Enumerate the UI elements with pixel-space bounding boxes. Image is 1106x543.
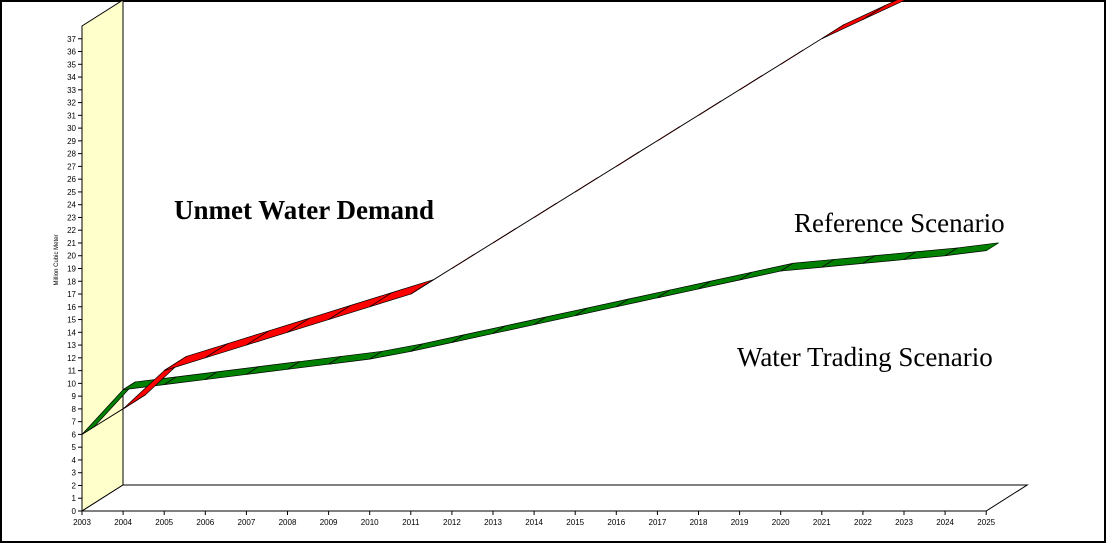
y-tick-label: 9 — [72, 392, 77, 401]
y-tick-label: 11 — [68, 367, 77, 376]
y-tick-label: 21 — [67, 239, 76, 248]
floor — [80, 484, 1029, 512]
y-tick-label: 0 — [72, 507, 77, 516]
series-1 — [81, 242, 999, 435]
x-tick-label: 2003 — [73, 518, 91, 527]
x-tick-label: 2007 — [238, 518, 256, 527]
x-tick-label: 2021 — [813, 518, 831, 527]
y-tick-label: 16 — [67, 303, 76, 312]
y-tick-label: 25 — [67, 188, 76, 197]
x-tick-label: 2023 — [895, 518, 913, 527]
y-tick-label: 8 — [72, 405, 77, 414]
x-tick-label: 2005 — [155, 518, 173, 527]
x-tick-label: 2012 — [443, 518, 461, 527]
x-tick-label: 2016 — [607, 518, 625, 527]
x-tick-label: 2018 — [690, 518, 708, 527]
y-tick-label: 23 — [67, 213, 76, 222]
x-tick-label: 2013 — [484, 518, 502, 527]
x-tick-label: 2004 — [114, 518, 132, 527]
y-tick-label: 32 — [67, 99, 76, 108]
y-tick-label: 20 — [67, 252, 76, 261]
y-tick-label: 22 — [67, 226, 76, 235]
x-tick-label: 2015 — [566, 518, 584, 527]
x-tick-label: 2008 — [279, 518, 297, 527]
y-tick-label: 14 — [67, 328, 76, 337]
y-tick-label: 3 — [72, 469, 77, 478]
y-tick-label: 27 — [67, 162, 76, 171]
y-tick-label: 6 — [72, 430, 77, 439]
y-tick-label: 7 — [72, 418, 77, 427]
series-0 — [81, 0, 906, 435]
x-tick-label: 2006 — [196, 518, 214, 527]
series-label-reference: Reference Scenario — [794, 208, 1005, 238]
y-tick-label: 17 — [67, 290, 76, 299]
y-tick-label: 10 — [67, 379, 76, 388]
x-tick-label: 2024 — [936, 518, 954, 527]
x-tick-label: 2022 — [854, 518, 872, 527]
y-tick-label: 33 — [67, 86, 76, 95]
y-tick-label: 1 — [72, 494, 77, 503]
y-tick-label: 2 — [72, 481, 77, 490]
y-tick-label: 35 — [67, 60, 76, 69]
x-tick-label: 2019 — [731, 518, 749, 527]
y-tick-label: 36 — [67, 48, 76, 57]
series-label-water-trading: Water Trading Scenario — [737, 342, 993, 372]
y-tick-label: 15 — [67, 316, 76, 325]
side-wall — [81, 0, 124, 512]
x-tick-label: 2011 — [402, 518, 420, 527]
x-tick-label: 2014 — [525, 518, 543, 527]
y-tick-label: 19 — [67, 265, 76, 274]
y-tick-label: 31 — [67, 111, 76, 120]
x-tick-label: 2017 — [649, 518, 667, 527]
y-tick-label: 18 — [67, 277, 76, 286]
x-tick-label: 2010 — [361, 518, 379, 527]
y-tick-label: 13 — [67, 341, 76, 350]
series-layer — [81, 0, 999, 435]
y-tick-label: 29 — [67, 137, 76, 146]
y-tick-label: 30 — [67, 124, 76, 133]
ribbon-segment — [862, 0, 906, 20]
y-tick-label: 12 — [67, 354, 76, 363]
ribbon-edge — [985, 242, 999, 252]
y-axis-label: Million Cubic Meter — [54, 234, 60, 285]
y-tick-label: 4 — [72, 456, 77, 465]
y-tick-label: 24 — [67, 201, 76, 210]
y-tick-label: 34 — [67, 73, 76, 82]
x-axis: 2003 2004 2005 2006 2007 2008 2009 2010 2011 2012… — [73, 510, 996, 527]
x-tick-label: 2020 — [772, 518, 790, 527]
y-tick-label: 26 — [67, 175, 76, 184]
x-tick-label: 2009 — [320, 518, 338, 527]
y-tick-label: 28 — [67, 150, 76, 159]
chart-title: Unmet Water Demand — [174, 195, 434, 225]
x-tick-label: 2025 — [977, 518, 995, 527]
chart-walls — [80, 0, 1029, 512]
y-tick-label: 37 — [67, 35, 76, 44]
y-tick-label: 5 — [72, 443, 77, 452]
y-axis: 0123456789101112131415161718192021222324… — [67, 26, 83, 516]
